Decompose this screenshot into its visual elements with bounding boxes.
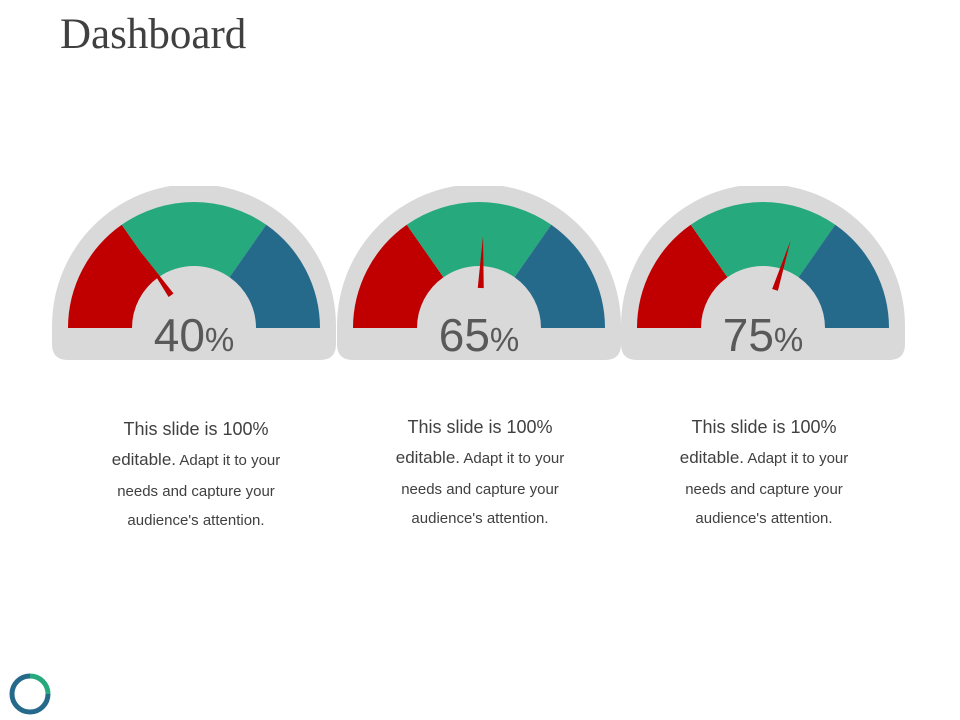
description-emphasis: editable. (679, 448, 745, 467)
gauge-1-dial (52, 186, 336, 360)
gauge-3-description: This slide is 100% editable. Adapt it to… (634, 412, 894, 533)
gauge-value-number: 40 (153, 309, 205, 361)
description-line: needs and capture your (117, 483, 275, 500)
description-line: needs and capture your (685, 481, 843, 498)
gauge-segment-high (514, 224, 605, 328)
description-line: editable. Adapt it to your (66, 444, 326, 477)
gauge-2: 65% (337, 186, 621, 362)
gauge-1: 40% (52, 186, 336, 362)
gauge-segment-high (798, 224, 889, 328)
slide-title: Dashboard (60, 11, 247, 58)
gauge-segment-low (637, 224, 728, 328)
gauge-1-description: This slide is 100% editable. Adapt it to… (66, 414, 326, 535)
description-line: This slide is 100% (691, 417, 837, 437)
gauge-segment-mid (690, 202, 836, 278)
description-line: editable. Adapt it to your (350, 442, 610, 475)
description-text: Adapt it to your (744, 450, 849, 467)
gauge-segment-mid (406, 202, 552, 278)
description-emphasis: editable. (395, 448, 461, 467)
gauge-2-dial (337, 186, 621, 360)
gauge-3: 75% (621, 186, 905, 362)
description-line: needs and capture your (401, 481, 559, 498)
gauge-needle (141, 252, 174, 297)
description-emphasis: editable. (111, 450, 177, 469)
description-line: This slide is 100% (123, 419, 269, 439)
description-text: Adapt it to your (176, 452, 281, 469)
gauge-segment-high (229, 224, 320, 328)
gauge-3-dial (621, 186, 905, 360)
description-line: audience's attention. (127, 512, 265, 529)
gauge-value: 75% (621, 310, 905, 365)
gauge-percent-symbol: % (773, 321, 804, 358)
description-line: audience's attention. (411, 510, 549, 527)
gauge-percent-symbol: % (489, 321, 520, 358)
ring-logo-icon (9, 673, 51, 715)
gauge-needle (477, 236, 484, 289)
gauge-percent-symbol: % (204, 321, 235, 358)
gauge-value: 65% (337, 310, 621, 365)
gauge-value-number: 65 (438, 309, 490, 361)
gauge-needle (772, 240, 791, 291)
gauge-segment-low (353, 224, 444, 328)
description-line: editable. Adapt it to your (634, 442, 894, 475)
gauge-segment-mid (121, 202, 267, 278)
description-text: Adapt it to your (460, 450, 565, 467)
gauge-2-description: This slide is 100% editable. Adapt it to… (350, 412, 610, 533)
gauge-segment-low (68, 224, 159, 328)
description-line: This slide is 100% (407, 417, 553, 437)
description-line: audience's attention. (695, 510, 833, 527)
gauge-value-number: 75 (722, 309, 774, 361)
gauge-value: 40% (52, 310, 336, 365)
